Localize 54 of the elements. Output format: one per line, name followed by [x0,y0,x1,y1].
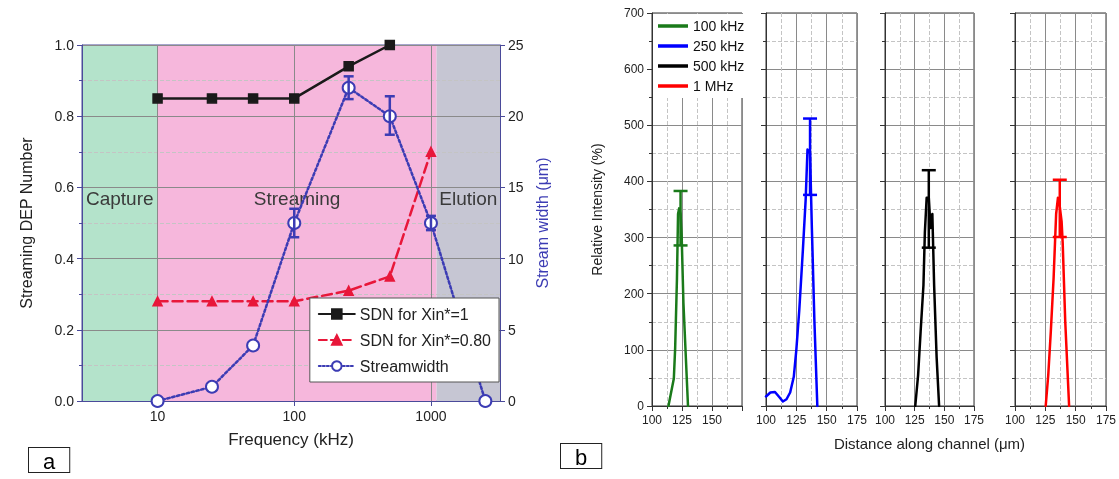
y-tick-label: 500 [623,118,645,133]
text: 500 kHz [693,58,745,74]
y2-tick-label: 20 [508,108,524,125]
legend-label: SDN for Xin*=0.80 [359,331,492,349]
y-tick-label: 100 [623,342,645,357]
legend-label: Streamwidth [359,357,449,375]
y-tick-label: 0.8 [54,108,75,125]
y2-tick-label: 5 [508,321,516,338]
y-tick-label: 0.2 [54,321,75,338]
band-label: Elution [439,187,498,209]
x-tick-label: 175 [1095,413,1117,427]
text: 1 MHz [693,78,734,94]
y2-axis-title: Stream width (μm) [533,157,551,289]
y-tick-label: 0 [637,399,645,413]
x-tick-label: 150 [1065,413,1086,427]
x-tick-label: 125 [904,413,925,427]
x-tick-label: 125 [671,413,693,427]
x-tick-label: 100 [874,413,896,427]
y-tick-label: 600 [623,62,645,77]
x-tick-label: 10 [149,408,166,424]
y2-tick-label: 10 [508,250,524,267]
x-axis-title: Frequency (kHz) [228,430,354,449]
y-tick-label: 200 [623,286,645,301]
y-tick-label: 0.6 [54,179,75,196]
x-tick-label: 150 [934,413,955,427]
y-tick-label: 700 [623,6,645,20]
x-tick-label: 175 [846,413,868,427]
text: a [43,448,56,474]
x-tick-label: 125 [786,413,807,427]
x-tick-label: 100 [755,413,777,427]
x-tick-label: 175 [963,413,985,427]
x-tick-label: 150 [816,413,837,427]
y-axis-title: Streaming DEP Number [17,136,35,309]
y-tick-label: 1.0 [54,37,75,53]
x-tick-label: 150 [701,413,723,427]
y-tick-label: 0.4 [54,250,75,267]
y2-tick-label: 15 [508,179,524,196]
y-axis-title: Relative Intensity (%) [589,143,605,276]
y2-tick-label: 25 [508,37,524,53]
x-tick-label: 100 [282,408,307,424]
legend-label: SDN for Xin*=1 [359,305,469,323]
x-tick-label: 100 [641,413,663,427]
x-axis-title: Distance along channel (μm) [833,435,1026,452]
x-tick-label: 100 [1004,413,1026,427]
text: 250 kHz [693,38,745,54]
text: b [575,444,588,470]
y-tick-label: 0.0 [54,393,75,409]
band-label: Capture [85,187,154,209]
y-tick-label: 300 [623,230,645,245]
x-tick-label: 1000 [415,408,447,424]
legend-label: 100 kHz [693,18,745,34]
y2-tick-label: 0 [508,393,516,409]
x-tick-label: 125 [1035,413,1056,427]
y-tick-label: 400 [623,174,645,189]
